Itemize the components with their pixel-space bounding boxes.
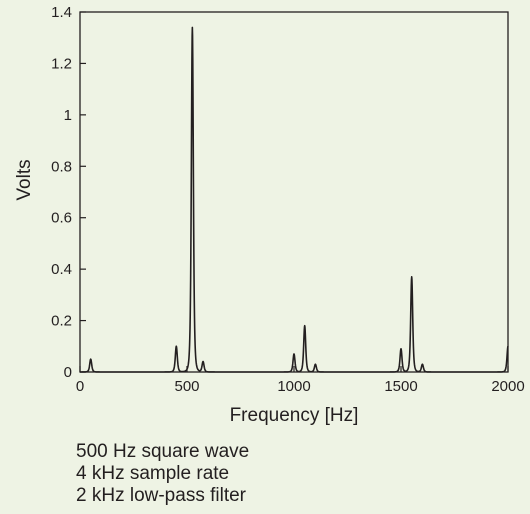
y-tick-label: 1.2	[51, 55, 72, 72]
y-tick-label: 1.4	[51, 4, 72, 21]
caption: 500 Hz square wave 4 kHz sample rate 2 k…	[76, 441, 249, 507]
x-axis-title: Frequency [Hz]	[230, 405, 359, 426]
y-tick-label: 0.8	[51, 158, 72, 175]
y-tick-label: 0.2	[51, 313, 72, 330]
y-axis: 0 0.2 0.4 0.6 0.8 1 1.2 1.4	[51, 4, 86, 381]
plot-area	[79, 11, 509, 373]
caption-line-filter: 2 kHz low-pass filter	[76, 485, 246, 506]
y-tick-label: 0.6	[51, 210, 72, 227]
spectrum-series-line	[79, 26, 509, 373]
x-tick-label: 0	[76, 378, 84, 395]
y-tick-label: 1	[64, 107, 72, 124]
x-tick-label: 500	[174, 378, 199, 395]
x-tick-label: 2000	[491, 378, 524, 395]
y-tick-label: 0.4	[51, 261, 72, 278]
x-tick-label: 1000	[277, 378, 310, 395]
x-tick-label: 1500	[384, 378, 417, 395]
caption-line-signal: 500 Hz square wave	[76, 441, 250, 462]
y-axis-title: Volts	[14, 159, 35, 200]
caption-line-sample-rate: 4 kHz sample rate	[76, 463, 230, 484]
y-tick-label: 0	[64, 364, 72, 381]
x-axis: 0 500 1000 1500 2000	[76, 366, 525, 395]
